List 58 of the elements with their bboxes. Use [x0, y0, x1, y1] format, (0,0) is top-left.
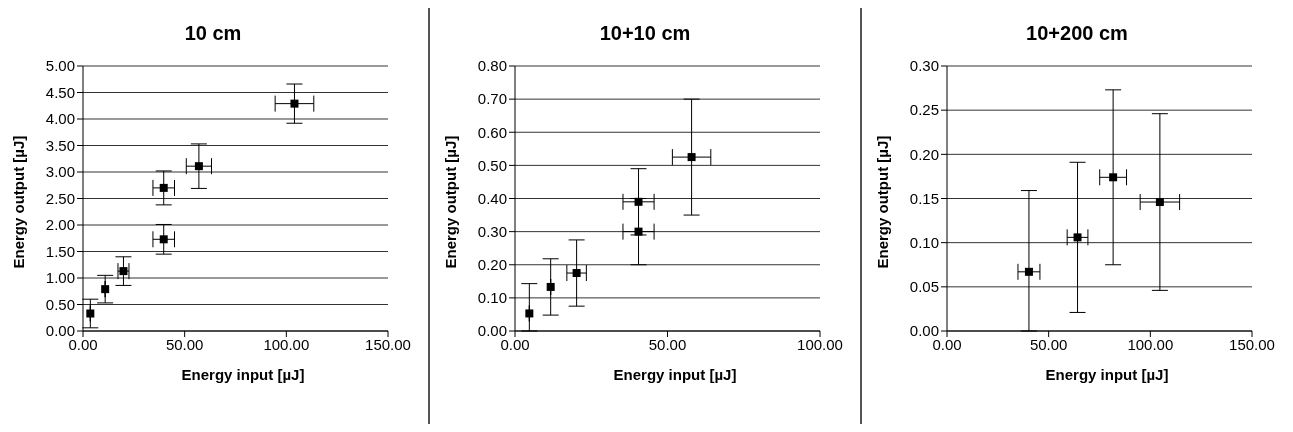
y-tick-label: 4.00	[45, 110, 75, 128]
y-tick-label: 0.30	[477, 222, 507, 240]
point	[634, 227, 643, 236]
x-axis-title: Energy input [µJ]	[180, 366, 306, 383]
point	[119, 267, 128, 276]
y-tick-label: 0.10	[477, 289, 507, 307]
y-tick-label: 0.50	[477, 156, 507, 174]
y-tick-label: 0.25	[909, 101, 939, 119]
y-tick-label: 0.05	[909, 278, 939, 296]
y-tick-label: 0.15	[909, 189, 939, 207]
point	[634, 197, 643, 206]
point	[159, 183, 168, 192]
point	[572, 269, 581, 278]
point	[546, 282, 555, 291]
y-axis-title: Energy output [µJ]	[442, 135, 460, 269]
point	[194, 162, 203, 171]
x-tick-label: 100.00	[263, 335, 310, 353]
x-axis-title: Energy input [µJ]	[612, 366, 738, 383]
y-axis-title: Energy output [µJ]	[874, 135, 892, 269]
point	[86, 309, 95, 318]
y-tick-label: 0.50	[45, 295, 75, 313]
chart-title: 10 cm	[183, 22, 243, 46]
y-tick-label: 0.10	[909, 233, 939, 251]
y-tick-label: 3.00	[45, 163, 75, 181]
x-tick-label: 150.00	[1229, 335, 1275, 353]
x-tick-label: 100.00	[797, 335, 843, 353]
y-tick-label: 0.20	[477, 256, 507, 274]
chart-title: 10+200 cm	[1025, 22, 1129, 46]
point	[687, 153, 696, 162]
x-tick-label: 50.00	[648, 335, 687, 353]
y-tick-label: 5.00	[45, 57, 75, 75]
y-tick-label: 0.60	[477, 123, 507, 141]
x-tick-label: 150.00	[365, 335, 411, 353]
point	[159, 235, 168, 244]
y-tick-label: 1.50	[45, 242, 75, 260]
y-tick-label: 0.40	[477, 189, 507, 207]
y-tick-label: 0.70	[477, 90, 507, 108]
x-tick-label: 50.00	[165, 335, 204, 353]
y-tick-label: 1.00	[45, 269, 75, 287]
y-tick-label: 4.50	[45, 83, 75, 101]
y-tick-label: 0.80	[477, 57, 507, 75]
point	[101, 285, 110, 294]
y-tick-label: 2.00	[45, 216, 75, 234]
x-axis-title: Energy input [µJ]	[1044, 366, 1170, 383]
y-tick-label: 0.30	[909, 57, 939, 75]
x-tick-label: 100.00	[1127, 335, 1174, 353]
chart-title: 10+10 cm	[598, 22, 692, 46]
point	[1155, 198, 1164, 207]
x-tick-label: 50.00	[1029, 335, 1068, 353]
point	[290, 99, 299, 108]
y-tick-label: 3.50	[45, 136, 75, 154]
point	[1109, 173, 1118, 182]
y-tick-label: 2.50	[45, 189, 75, 207]
y-tick-label: 0.20	[909, 145, 939, 163]
point	[1024, 267, 1033, 276]
point	[1073, 233, 1082, 242]
y-axis-title: Energy output [µJ]	[10, 135, 28, 269]
point	[525, 309, 534, 318]
